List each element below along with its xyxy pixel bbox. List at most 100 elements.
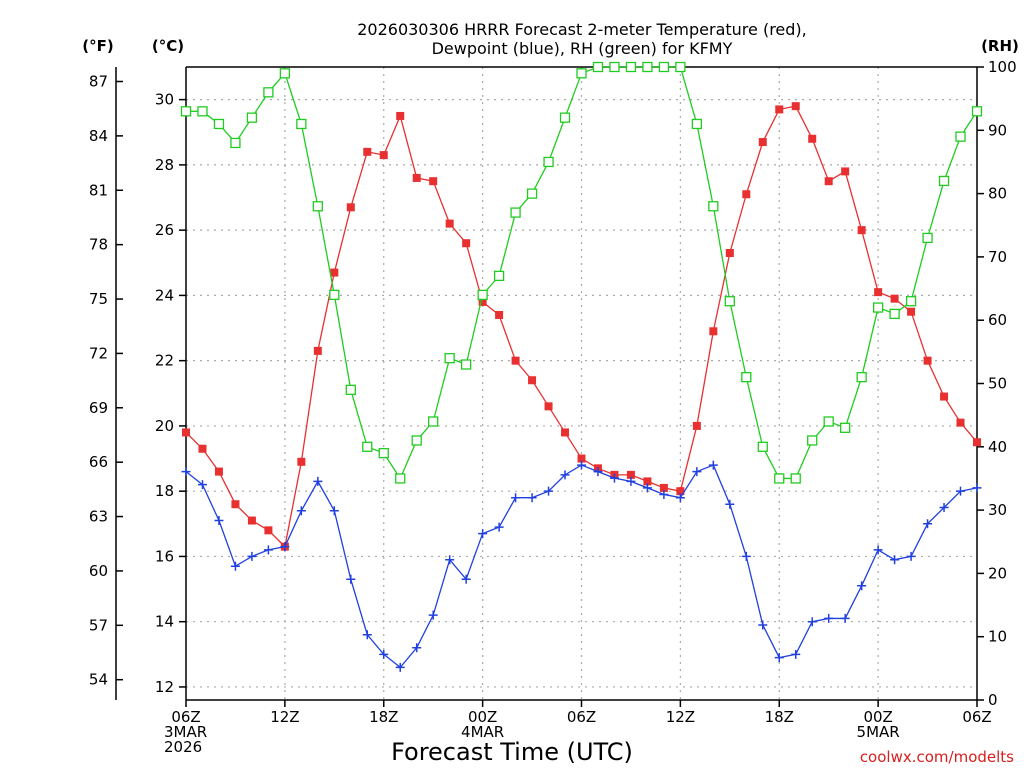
dewpoint-point-13 [395, 662, 405, 672]
credit-link[interactable]: coolwx.com/modelts [860, 748, 1014, 766]
celsius-tick-label-22: 22 [155, 352, 174, 370]
x-tick-label-30-0: 12Z [666, 708, 695, 726]
temperature-point-36 [775, 105, 784, 114]
temperature-point-10 [346, 203, 355, 212]
dewpoint-point-21 [527, 493, 537, 503]
dewpoint-point-29 [659, 489, 669, 499]
rh-tick-label-90: 90 [988, 121, 1007, 139]
dewpoint-point-31 [692, 467, 702, 477]
temperature-point-12 [379, 151, 388, 160]
dewpoint-point-18 [478, 529, 488, 539]
relative-humidity-point-7 [296, 118, 307, 130]
dewpoint-point-20 [511, 493, 521, 503]
dewpoint-point-34 [741, 551, 751, 561]
celsius-tick-label-26: 26 [155, 221, 174, 239]
temperature-point-47 [956, 418, 965, 427]
relative-humidity-point-33 [724, 296, 735, 307]
relative-humidity-point-32 [708, 201, 719, 212]
relative-humidity-point-14 [411, 435, 422, 446]
dewpoint-point-40 [840, 613, 850, 623]
temperature-point-0 [182, 428, 190, 437]
celsius-tick-label-20: 20 [155, 417, 174, 435]
fahrenheit-tick-label-63: 63 [89, 508, 108, 526]
temperature-point-28 [643, 477, 652, 486]
fahrenheit-tick-label-57: 57 [89, 616, 108, 634]
dewpoint-point-43 [890, 555, 900, 565]
relative-humidity-point-23 [559, 112, 571, 123]
relative-humidity-point-45 [922, 232, 933, 244]
temperature-point-2 [214, 467, 223, 476]
data-series [180, 61, 983, 672]
temperature-point-38 [808, 134, 817, 143]
dewpoint-point-15 [428, 610, 438, 620]
relative-humidity-point-22 [543, 156, 554, 168]
temperature-point-44 [907, 307, 916, 316]
celsius-tick-label-30: 30 [155, 91, 174, 109]
relative-humidity-point-28 [642, 61, 653, 73]
celsius-tick-label-28: 28 [155, 156, 174, 174]
x-axis-title: Forecast Time (UTC) [391, 738, 633, 766]
series-temperature [182, 102, 981, 551]
x-tick-label-12-0: 18Z [369, 708, 398, 726]
rh-tick-label-0: 0 [988, 691, 998, 709]
fahrenheit-tick-label-87: 87 [89, 73, 108, 91]
relative-humidity-point-44 [905, 296, 917, 307]
temperature-point-16 [445, 219, 454, 228]
fahrenheit-tick-label-78: 78 [89, 236, 108, 254]
dewpoint-point-11 [362, 630, 372, 640]
temperature-point-33 [725, 248, 734, 257]
temperature-point-34 [742, 190, 751, 199]
dewpoint-point-7 [296, 506, 306, 516]
fahrenheit-tick-label-69: 69 [89, 399, 108, 417]
relative-humidity-point-29 [658, 61, 670, 73]
dewpoint-point-1 [197, 480, 207, 490]
temperature-point-15 [429, 177, 438, 186]
temperature-point-24 [577, 454, 586, 463]
fahrenheit-tick-label-81: 81 [89, 181, 108, 199]
rh-tick-label-40: 40 [988, 438, 1007, 456]
relative-humidity-point-6 [279, 68, 291, 79]
temperature-point-40 [841, 167, 850, 176]
dewpoint-point-3 [230, 561, 240, 571]
temperature-point-39 [824, 177, 833, 186]
relative-humidity-point-46 [938, 175, 950, 187]
relative-humidity-point-0 [180, 106, 192, 117]
relative-humidity-point-5 [263, 87, 274, 98]
x-tick-label-48-0: 06Z [962, 708, 991, 726]
relative-humidity-point-41 [856, 372, 867, 383]
rh-tick-label-10: 10 [988, 628, 1007, 646]
relative-humidity-point-48 [971, 106, 983, 117]
fahrenheit-tick-label-60: 60 [89, 562, 108, 580]
relative-humidity-point-25 [592, 61, 604, 73]
dewpoint-point-9 [329, 506, 339, 516]
celsius-unit-label: (°C) [152, 37, 184, 55]
relative-humidity-point-19 [493, 270, 505, 282]
dewpoint-point-8 [313, 476, 323, 486]
rh-tick-label-70: 70 [988, 248, 1007, 266]
dewpoint-point-24 [577, 460, 586, 470]
temperature-point-37 [791, 102, 800, 111]
fahrenheit-unit-label: (°F) [82, 37, 113, 55]
temperature-point-14 [412, 173, 421, 182]
x-tick-label-42-0: 00Z [863, 708, 892, 726]
relative-humidity-point-43 [889, 308, 900, 320]
dewpoint-point-48 [972, 483, 982, 493]
temperature-point-32 [709, 327, 718, 336]
relative-humidity-point-27 [625, 61, 637, 73]
dewpoint-point-2 [214, 516, 224, 526]
relative-humidity-point-35 [757, 441, 768, 452]
dewpoint-point-26 [609, 473, 619, 483]
fahrenheit-tick-label-72: 72 [89, 344, 108, 362]
dewpoint-point-23 [560, 470, 570, 480]
relative-humidity-point-20 [510, 207, 521, 218]
celsius-tick-label-12: 12 [155, 678, 174, 696]
relative-humidity-point-34 [741, 372, 752, 383]
relative-humidity-point-37 [790, 473, 801, 484]
relative-humidity-point-18 [477, 289, 488, 301]
temperature-point-31 [692, 421, 701, 430]
rh-tick-label-50: 50 [988, 375, 1007, 393]
relative-humidity-point-39 [823, 416, 834, 427]
x-tick-label-0-0: 06Z [171, 708, 200, 726]
dewpoint-point-6 [280, 542, 290, 552]
